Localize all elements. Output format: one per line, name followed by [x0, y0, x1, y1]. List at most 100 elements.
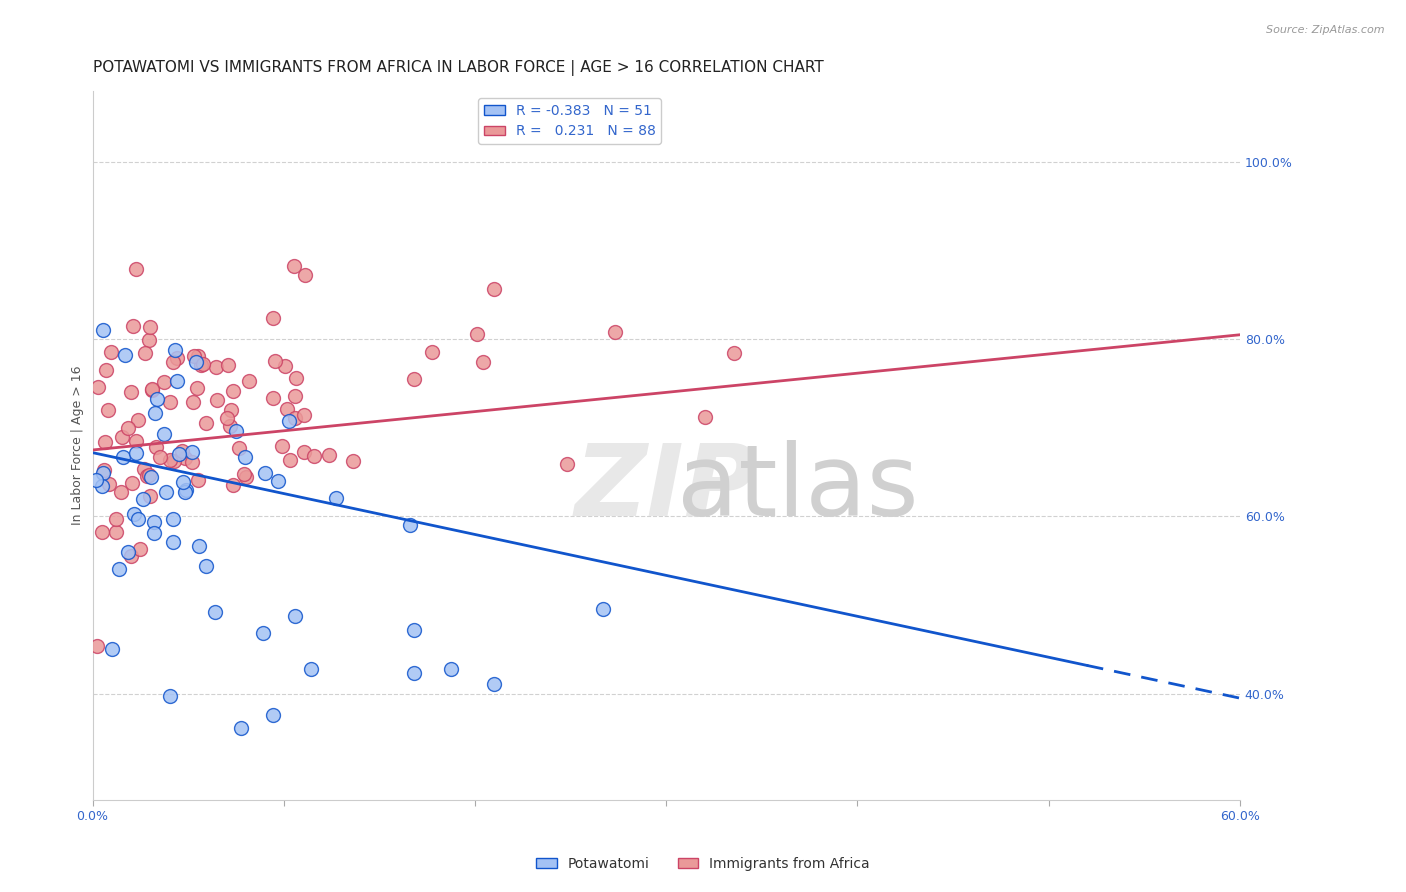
Point	[124, 508, 146, 522]
Point	[219, 418, 242, 433]
Point	[125, 434, 148, 448]
Point	[112, 450, 135, 464]
Point	[173, 451, 195, 466]
Point	[104, 525, 127, 540]
Point	[294, 268, 316, 282]
Point	[174, 484, 197, 499]
Point	[284, 371, 307, 385]
Point	[233, 450, 256, 465]
Point	[195, 559, 218, 574]
Point	[86, 473, 108, 487]
Point	[159, 395, 181, 409]
Point	[222, 384, 245, 399]
Point	[174, 483, 197, 497]
Point	[142, 516, 165, 530]
Point	[284, 411, 307, 425]
Point	[120, 384, 142, 399]
Point	[163, 454, 186, 468]
Point	[695, 410, 717, 425]
Legend: Potawatomi, Immigrants from Africa: Potawatomi, Immigrants from Africa	[530, 851, 876, 876]
Point	[471, 355, 494, 369]
Point	[465, 327, 488, 342]
Point	[91, 466, 114, 480]
Point	[318, 448, 340, 462]
Point	[188, 540, 211, 554]
Point	[292, 408, 315, 422]
Point	[302, 449, 325, 463]
Text: ZIP: ZIP	[575, 440, 758, 537]
Point	[143, 405, 166, 419]
Point	[342, 453, 364, 467]
Point	[278, 452, 301, 467]
Point	[90, 478, 112, 492]
Point	[284, 389, 307, 403]
Point	[215, 410, 238, 425]
Point	[187, 473, 209, 487]
Point	[145, 440, 167, 454]
Point	[129, 542, 152, 557]
Point	[222, 478, 245, 492]
Point	[121, 318, 143, 333]
Point	[153, 427, 176, 442]
Point	[159, 453, 181, 467]
Point	[193, 358, 215, 372]
Point	[127, 512, 149, 526]
Point	[153, 376, 176, 390]
Point	[723, 345, 745, 359]
Point	[225, 424, 247, 438]
Point	[141, 382, 163, 396]
Point	[228, 442, 250, 456]
Point	[229, 722, 252, 736]
Point	[93, 463, 115, 477]
Point	[420, 344, 443, 359]
Text: Source: ZipAtlas.com: Source: ZipAtlas.com	[1267, 25, 1385, 35]
Point	[166, 374, 188, 388]
Point	[121, 475, 143, 490]
Point	[169, 447, 191, 461]
Point	[555, 457, 578, 471]
Point	[219, 403, 242, 417]
Point	[404, 623, 426, 637]
Point	[217, 358, 239, 372]
Point	[482, 282, 505, 296]
Point	[162, 512, 184, 526]
Point	[155, 485, 177, 500]
Point	[93, 435, 115, 450]
Point	[162, 534, 184, 549]
Point	[284, 609, 307, 624]
Point	[190, 358, 212, 372]
Point	[187, 350, 209, 364]
Point	[138, 333, 160, 347]
Point	[163, 343, 186, 358]
Point	[181, 395, 204, 409]
Point	[283, 259, 305, 273]
Y-axis label: In Labor Force | Age > 16: In Labor Force | Age > 16	[72, 366, 84, 525]
Point	[172, 444, 194, 458]
Point	[139, 319, 162, 334]
Point	[172, 475, 194, 489]
Point	[186, 381, 208, 395]
Legend: R = -0.383   N = 51, R =   0.231   N = 88: R = -0.383 N = 51, R = 0.231 N = 88	[478, 98, 661, 144]
Point	[138, 468, 160, 483]
Text: atlas: atlas	[678, 440, 920, 537]
Point	[402, 665, 425, 680]
Point	[139, 469, 162, 483]
Point	[325, 491, 347, 505]
Point	[108, 562, 131, 576]
Point	[204, 605, 226, 619]
Point	[141, 383, 163, 397]
Point	[114, 348, 136, 362]
Point	[91, 323, 114, 337]
Point	[238, 374, 260, 388]
Point	[87, 380, 110, 394]
Point	[292, 445, 315, 459]
Point	[404, 372, 426, 386]
Point	[183, 350, 205, 364]
Point	[166, 351, 188, 365]
Point	[134, 462, 156, 476]
Point	[111, 430, 134, 444]
Point	[120, 549, 142, 563]
Point	[127, 413, 149, 427]
Point	[149, 450, 172, 465]
Text: POTAWATOMI VS IMMIGRANTS FROM AFRICA IN LABOR FORCE | AGE > 16 CORRELATION CHART: POTAWATOMI VS IMMIGRANTS FROM AFRICA IN …	[93, 60, 824, 76]
